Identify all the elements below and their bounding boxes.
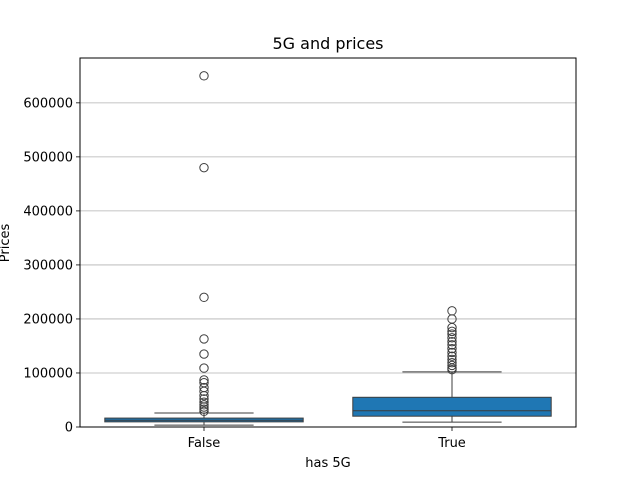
outlier-point <box>447 333 457 343</box>
y-axis: 0 100000 200000 300000 400000 500000 600000 <box>23 96 80 436</box>
y-tick-label: 400000 <box>23 204 73 219</box>
box-iqr <box>352 396 552 417</box>
outlier-point <box>199 363 209 373</box>
y-axis-label: Prices <box>0 224 13 263</box>
chart-title: 5G and prices <box>272 34 383 53</box>
outlier-point <box>447 358 457 368</box>
outlier-point <box>199 334 209 344</box>
x-tick-label: False <box>188 436 221 451</box>
outlier-point <box>199 390 209 401</box>
y-tick-label: 600000 <box>23 96 73 111</box>
outlier-point <box>447 347 457 358</box>
outlier-point <box>199 404 209 414</box>
outlier-point <box>447 360 457 371</box>
outlier-point <box>447 340 457 350</box>
outlier-point <box>447 343 457 354</box>
y-tick-label: 200000 <box>23 312 73 327</box>
outlier-point <box>199 406 209 417</box>
outlier-point <box>447 329 457 339</box>
outlier-point <box>447 336 457 347</box>
outlier-point <box>447 326 457 337</box>
outlier-point <box>199 162 209 173</box>
outlier-point <box>199 375 209 385</box>
x-axis-label: has 5G <box>305 456 350 471</box>
outlier-point <box>199 402 209 412</box>
outlier-point <box>447 351 457 361</box>
x-axis: False True <box>188 427 466 451</box>
outlier-point <box>199 349 209 359</box>
plot-frame <box>79 57 577 428</box>
y-tick-label: 500000 <box>23 150 73 165</box>
y-tick-label: 0 <box>65 421 73 436</box>
outlier-point <box>447 322 457 333</box>
x-tick-label: True <box>437 436 466 451</box>
outlier-point <box>199 400 209 410</box>
box-true <box>352 306 552 423</box>
outlier-point <box>447 306 457 316</box>
box-false <box>104 71 304 426</box>
outlier-point <box>447 365 457 375</box>
outlier-point <box>199 386 209 397</box>
y-tick-label: 300000 <box>23 258 73 273</box>
outlier-point <box>199 71 209 81</box>
box-series <box>104 71 552 426</box>
y-tick-label: 100000 <box>23 366 73 381</box>
outlier-point <box>199 397 209 407</box>
outlier-point <box>199 292 209 303</box>
y-gridlines <box>80 102 576 428</box>
